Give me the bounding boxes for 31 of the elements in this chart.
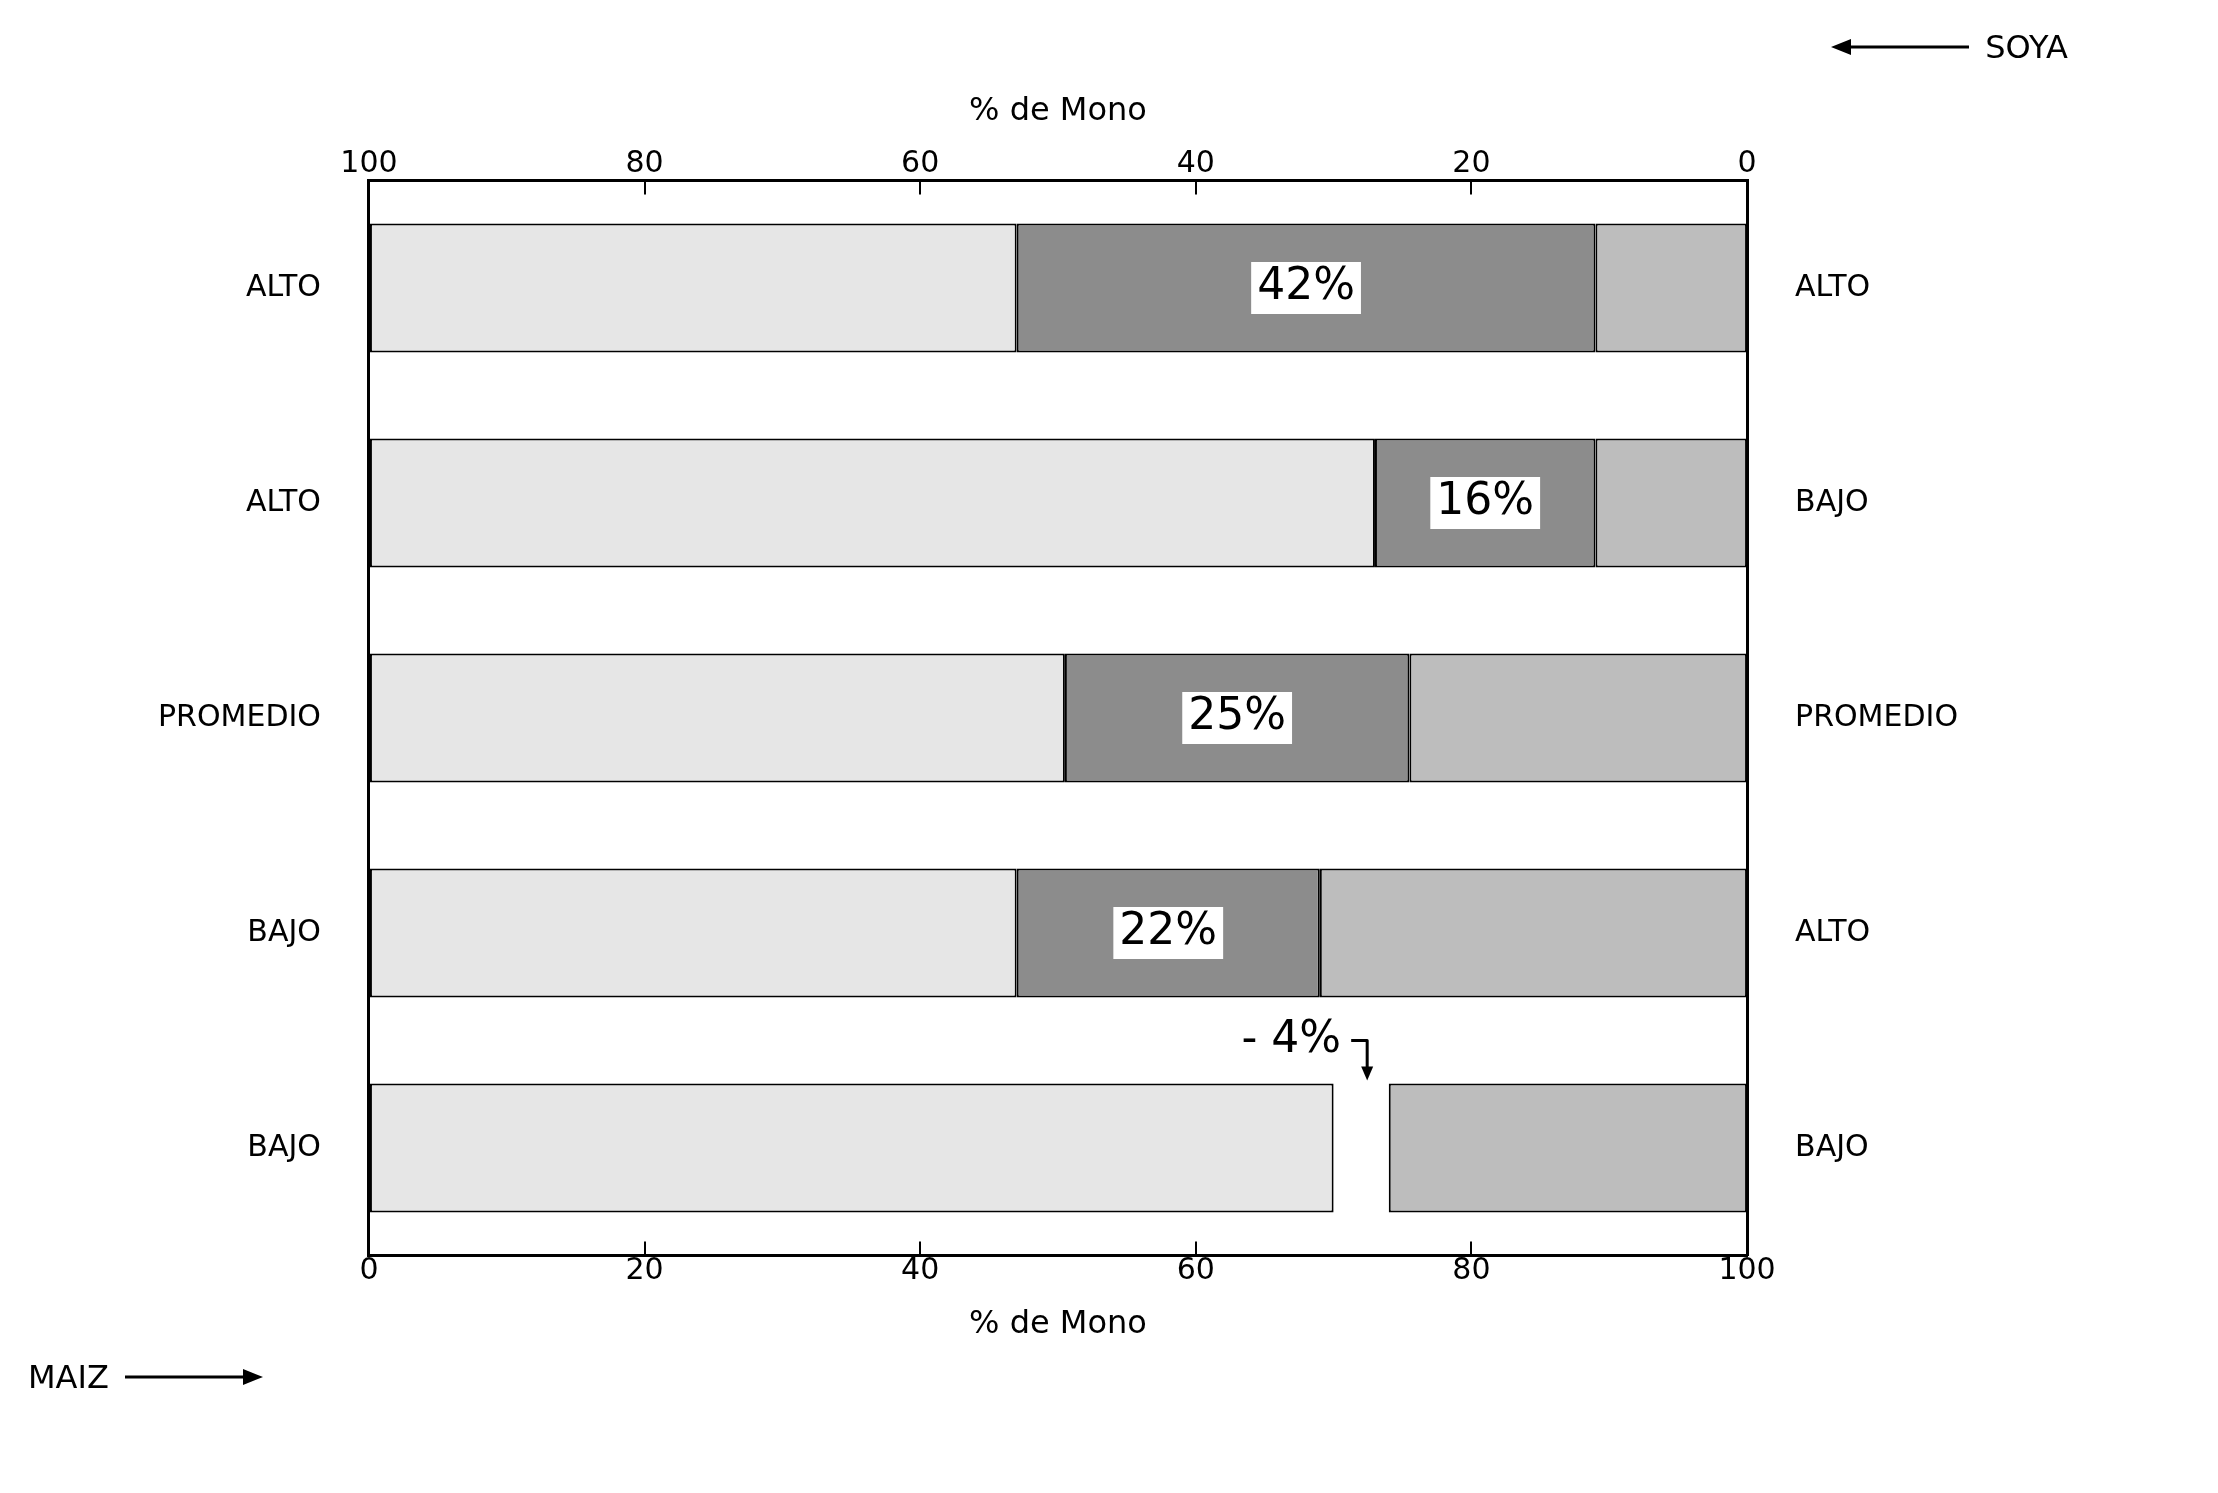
x2-tick-label: 80 (625, 144, 664, 180)
x-axis-title: % de Mono (969, 1303, 1147, 1342)
y2-tick-label: PROMEDIO (1795, 697, 1958, 733)
y2-tick-label: ALTO (1795, 267, 1871, 303)
y2-tick-label: BAJO (1795, 1127, 1869, 1163)
y-tick-label: BAJO (247, 912, 321, 948)
annotation: - 4% (1241, 1011, 1342, 1062)
data-label: 16% (1436, 473, 1535, 525)
y2-tick-label: BAJO (1795, 482, 1869, 518)
y-tick-label: BAJO (247, 1127, 321, 1163)
data-label: 42% (1257, 258, 1355, 310)
text: SOYA (1985, 28, 2068, 66)
x-tick-label: 20 (625, 1251, 664, 1287)
data-label: 22% (1119, 903, 1218, 955)
y-tick-label: ALTO (245, 267, 321, 303)
text: MAIZ (28, 1358, 109, 1396)
y2-tick-label: ALTO (1795, 912, 1871, 948)
y-tick-label: ALTO (245, 482, 321, 518)
x-tick-label: 100 (1718, 1251, 1776, 1287)
data-label: 25% (1188, 688, 1287, 740)
y-tick-label: PROMEDIO (158, 697, 321, 733)
x2-tick-label: 60 (901, 144, 940, 180)
x2-tick-label: 100 (340, 144, 398, 180)
x2-tick-label: 40 (1176, 144, 1215, 180)
x2-axis-title: % de Mono (969, 89, 1147, 128)
x2-tick-label: 0 (1737, 144, 1757, 180)
x2-tick-label: 20 (1452, 144, 1491, 180)
x-tick-label: 0 (359, 1251, 379, 1287)
x-tick-label: 80 (1452, 1251, 1491, 1287)
x-tick-label: 40 (901, 1251, 940, 1287)
x-tick-label: 60 (1176, 1251, 1215, 1287)
